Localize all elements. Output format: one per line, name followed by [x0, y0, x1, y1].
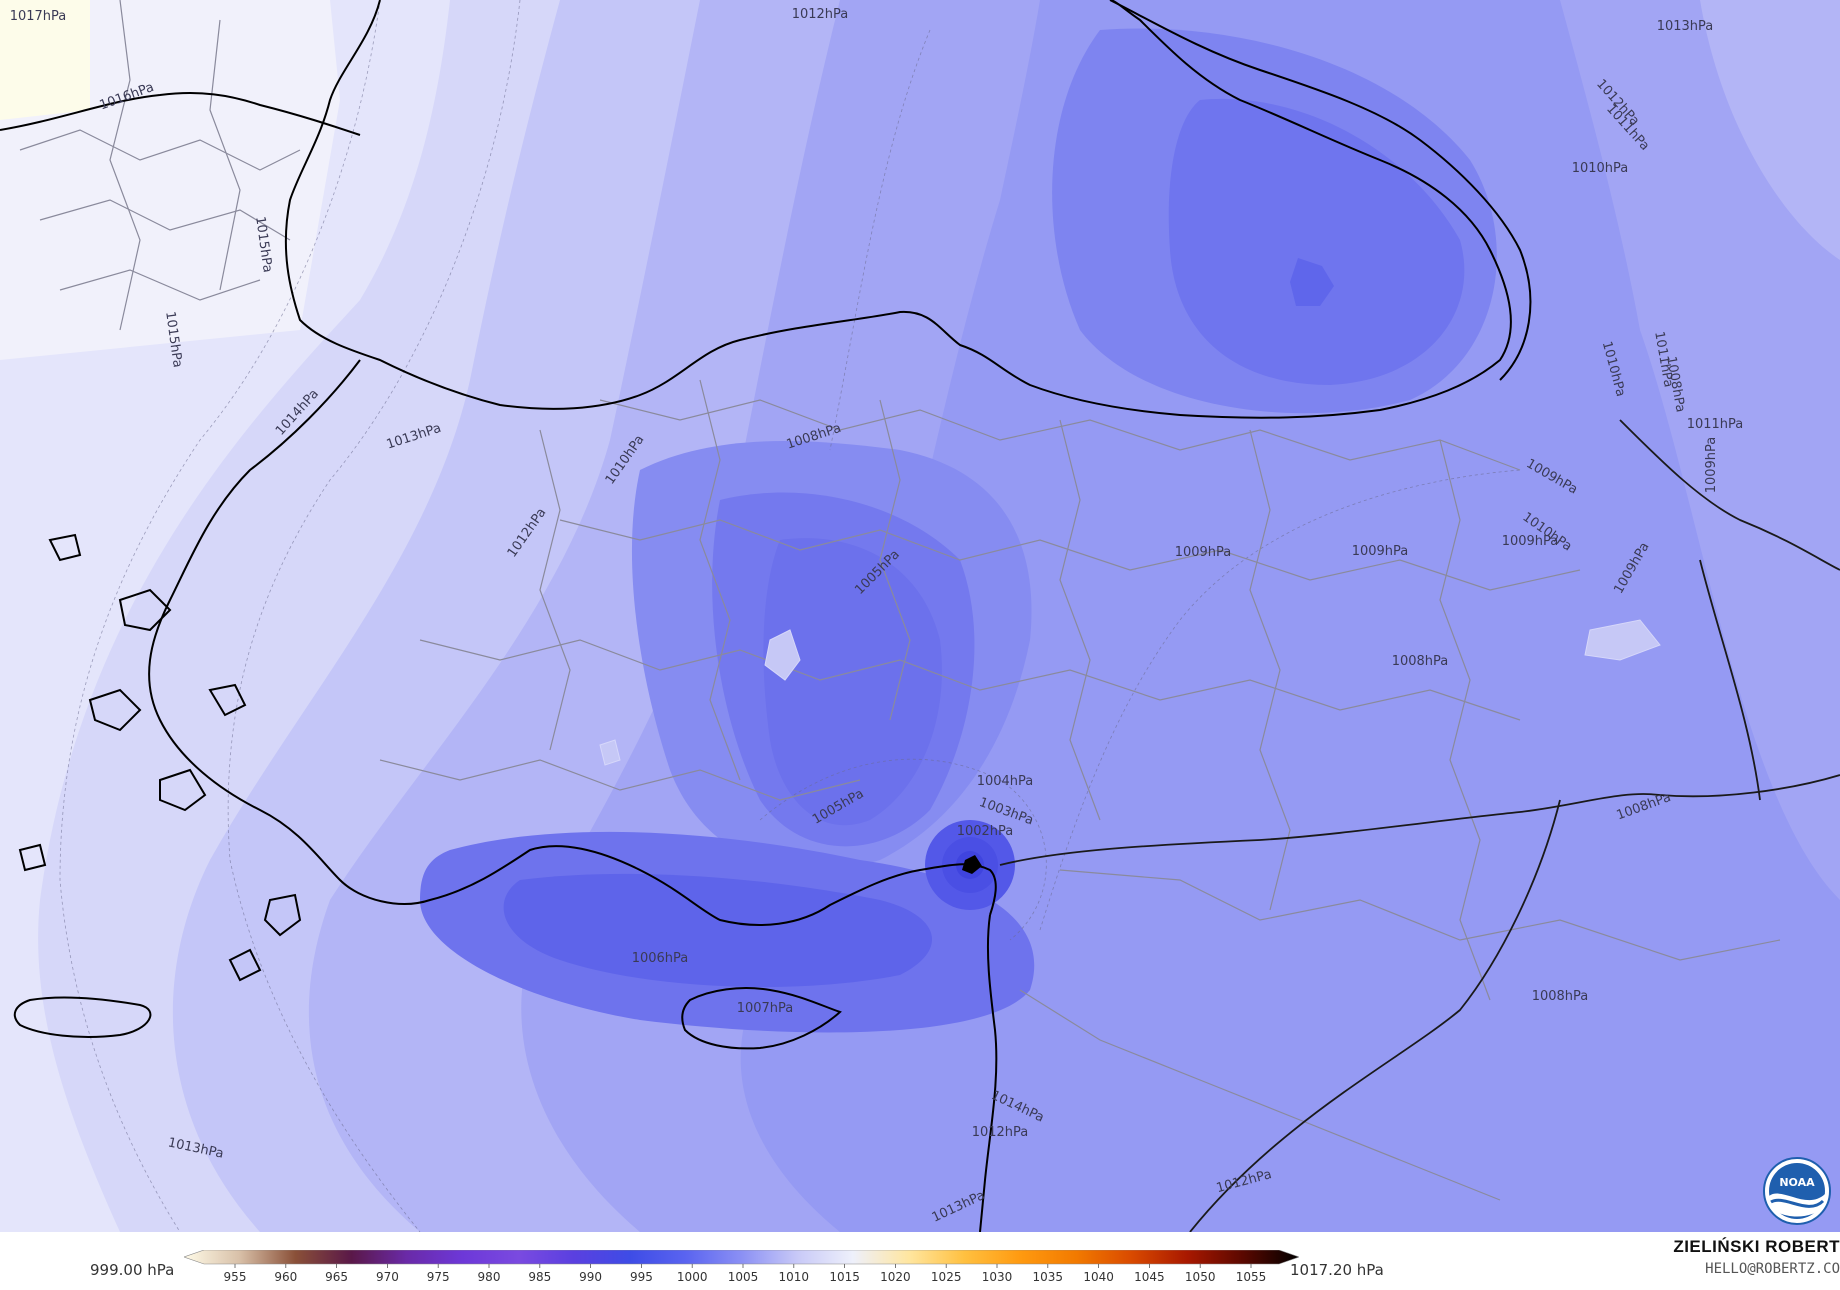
colorbar-tick-label: 1035 [1033, 1270, 1064, 1284]
isobar-label: 1009hPa [1502, 534, 1559, 549]
colorbar-tick-label: 1025 [931, 1270, 962, 1284]
lakes [599, 619, 1661, 766]
colorbar-tick-label: 995 [630, 1270, 653, 1284]
isobar-label: 1017hPa [10, 9, 67, 24]
isobar-label: 1004hPa [977, 774, 1034, 789]
colorbar-tick-label: 1015 [829, 1270, 860, 1284]
colorbar-tick-label: 1000 [677, 1270, 708, 1284]
isobar-label: 1012hPa [972, 1125, 1029, 1140]
colorbar-tick-label: 1050 [1185, 1270, 1216, 1284]
colorbar-tick-label: 1055 [1236, 1270, 1267, 1284]
isobar-label: 1013hPa [1657, 19, 1714, 34]
isobar-label: 1007hPa [737, 1001, 794, 1016]
colorbar-tick-label: 985 [528, 1270, 551, 1284]
isobar-label: 1008hPa [1532, 989, 1589, 1004]
colorbar-tick-label: 1005 [728, 1270, 759, 1284]
isobar-label: 1010hPa [1572, 161, 1629, 176]
noaa-logo: NOAA [1763, 1157, 1831, 1225]
colorbar-tick-label: 970 [376, 1270, 399, 1284]
credit-email: HELLO@ROBERTZ.CO [1705, 1261, 1840, 1277]
colorbar-tick-label: 955 [224, 1270, 247, 1284]
colorbar-min-label: 999.00 hPa [90, 1261, 175, 1279]
colorbar-tick-label: 1020 [880, 1270, 911, 1284]
isobar-label: 1009hPa [1352, 544, 1409, 559]
low-pressure-core [962, 855, 982, 874]
country-borders [999, 419, 1840, 1232]
colorbar-tick-label: 1040 [1083, 1270, 1114, 1284]
colorbar-max-label: 1017.20 hPa [1290, 1261, 1384, 1279]
colorbar-tick-label: 1045 [1134, 1270, 1165, 1284]
coastlines [0, 0, 1532, 1232]
credit-name: ZIELIŃSKI ROBERT [1673, 1237, 1840, 1256]
isobar-label: 1006hPa [632, 951, 689, 966]
isobar-label: 1008hPa [1392, 654, 1449, 669]
isobar-label: 1002hPa [957, 824, 1014, 839]
colorbar-tick-label: 990 [579, 1270, 602, 1284]
colorbar-tick-label: 1010 [779, 1270, 810, 1284]
noaa-logo-text: NOAA [1779, 1176, 1815, 1189]
admin-borders [19, 0, 1781, 1201]
isobar-lines [59, 0, 1521, 1232]
isobar-label: 1011hPa [1687, 417, 1744, 432]
isobar-label: 1009hPa [1175, 545, 1232, 560]
colorbar-tick-label: 960 [274, 1270, 297, 1284]
colorbar: 955 960 965 970 975 980 985 990 995 1000 1005 1010 1… [184, 1250, 1299, 1284]
colorbar-tick-label: 980 [478, 1270, 501, 1284]
isobar-label: 1009hPa [1704, 437, 1719, 494]
isobar-label: 1012hPa [792, 7, 849, 22]
colorbar-tick-label: 975 [427, 1270, 450, 1284]
pressure-field [0, 0, 1840, 1232]
colorbar-tick-label: 965 [325, 1270, 348, 1284]
colorbar-tick-label: 1030 [982, 1270, 1013, 1284]
